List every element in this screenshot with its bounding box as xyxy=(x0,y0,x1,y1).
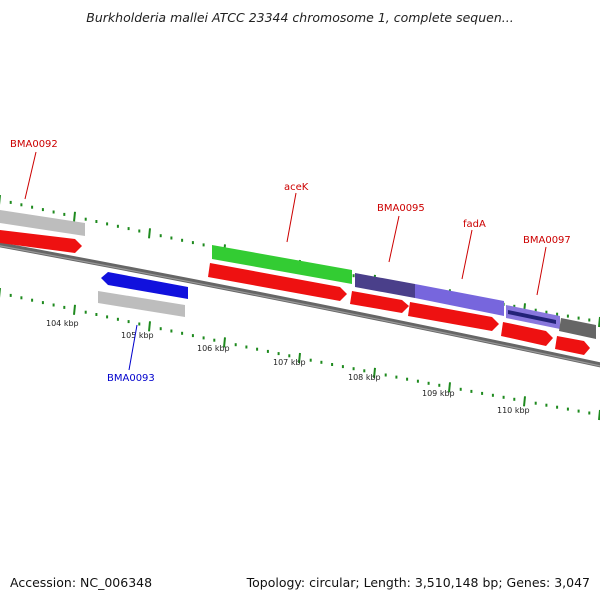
scale-label-105: 105 kbp xyxy=(121,331,154,340)
scale-label-104: 104 kbp xyxy=(46,319,79,328)
cds-bma0097[interactable] xyxy=(501,322,553,346)
scale-label-106: 106 kbp xyxy=(197,344,230,353)
gene-bma0093[interactable] xyxy=(101,272,188,299)
tick-row-inner xyxy=(0,288,600,421)
map-title: Burkholderia mallei ATCC 23344 chromosom… xyxy=(86,10,514,25)
gene-features xyxy=(0,210,596,355)
inner-major-tick xyxy=(523,396,526,407)
cds-bma0092[interactable] xyxy=(0,230,82,253)
scale-label-107: 107 kbp xyxy=(273,358,306,367)
inner-major-tick xyxy=(73,304,76,315)
inner-major-tick xyxy=(223,337,226,348)
gene-acek[interactable] xyxy=(212,245,352,284)
label-pointers xyxy=(24,151,547,371)
cds-acek[interactable] xyxy=(208,263,347,301)
label-bma0097[interactable]: BMA0097 xyxy=(523,235,571,246)
inner-major-tick xyxy=(298,352,301,364)
label-bma0093[interactable]: BMA0093 xyxy=(107,373,155,384)
label-bma0095[interactable]: BMA0095 xyxy=(377,203,425,214)
gene-next[interactable] xyxy=(559,318,596,339)
label-bma0092[interactable]: BMA0092 xyxy=(10,139,58,150)
outer-major-tick xyxy=(73,211,76,222)
gene-bma0097-core xyxy=(508,310,556,324)
gene-labels: BMA0092 BMA0093 aceK BMA0095 fadA BMA009… xyxy=(10,139,571,384)
cds-fada[interactable] xyxy=(408,302,499,331)
label-acek[interactable]: aceK xyxy=(284,182,309,193)
sequence-summary: Topology: circular; Length: 3,510,148 bp… xyxy=(246,575,590,590)
scale-label-109: 109 kbp xyxy=(422,389,455,398)
inner-major-tick xyxy=(373,367,376,378)
cds-next[interactable] xyxy=(555,336,590,355)
gene-bma0095[interactable] xyxy=(355,273,415,298)
scale-label-108: 108 kbp xyxy=(348,373,381,382)
accession-label: Accession: NC_006348 xyxy=(10,575,153,590)
label-fada[interactable]: fadA xyxy=(463,219,486,230)
gene-bma0093-mrna[interactable] xyxy=(98,291,185,317)
inner-major-tick xyxy=(448,382,451,393)
outer-major-tick xyxy=(148,228,151,239)
scale-labels: 104 kbp 105 kbp 106 kbp 107 kbp 108 kbp … xyxy=(46,319,530,415)
inner-major-tick xyxy=(148,321,151,332)
backbone xyxy=(0,242,600,368)
scale-label-110: 110 kbp xyxy=(497,406,530,415)
cds-bma0095[interactable] xyxy=(350,291,409,313)
gene-bma0092[interactable] xyxy=(0,210,85,236)
gene-fada[interactable] xyxy=(415,284,504,316)
